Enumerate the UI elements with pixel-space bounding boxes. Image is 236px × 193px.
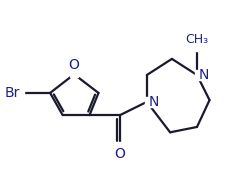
- Text: O: O: [114, 147, 125, 161]
- Bar: [145, 97, 152, 107]
- Text: CH₃: CH₃: [185, 33, 209, 46]
- Text: N: N: [149, 95, 159, 109]
- Bar: [70, 68, 78, 77]
- Bar: [116, 142, 124, 151]
- Text: Br: Br: [4, 86, 20, 100]
- Text: N: N: [199, 68, 209, 82]
- Text: O: O: [69, 58, 80, 73]
- Bar: [195, 70, 203, 80]
- Bar: [16, 88, 24, 98]
- Bar: [190, 42, 204, 51]
